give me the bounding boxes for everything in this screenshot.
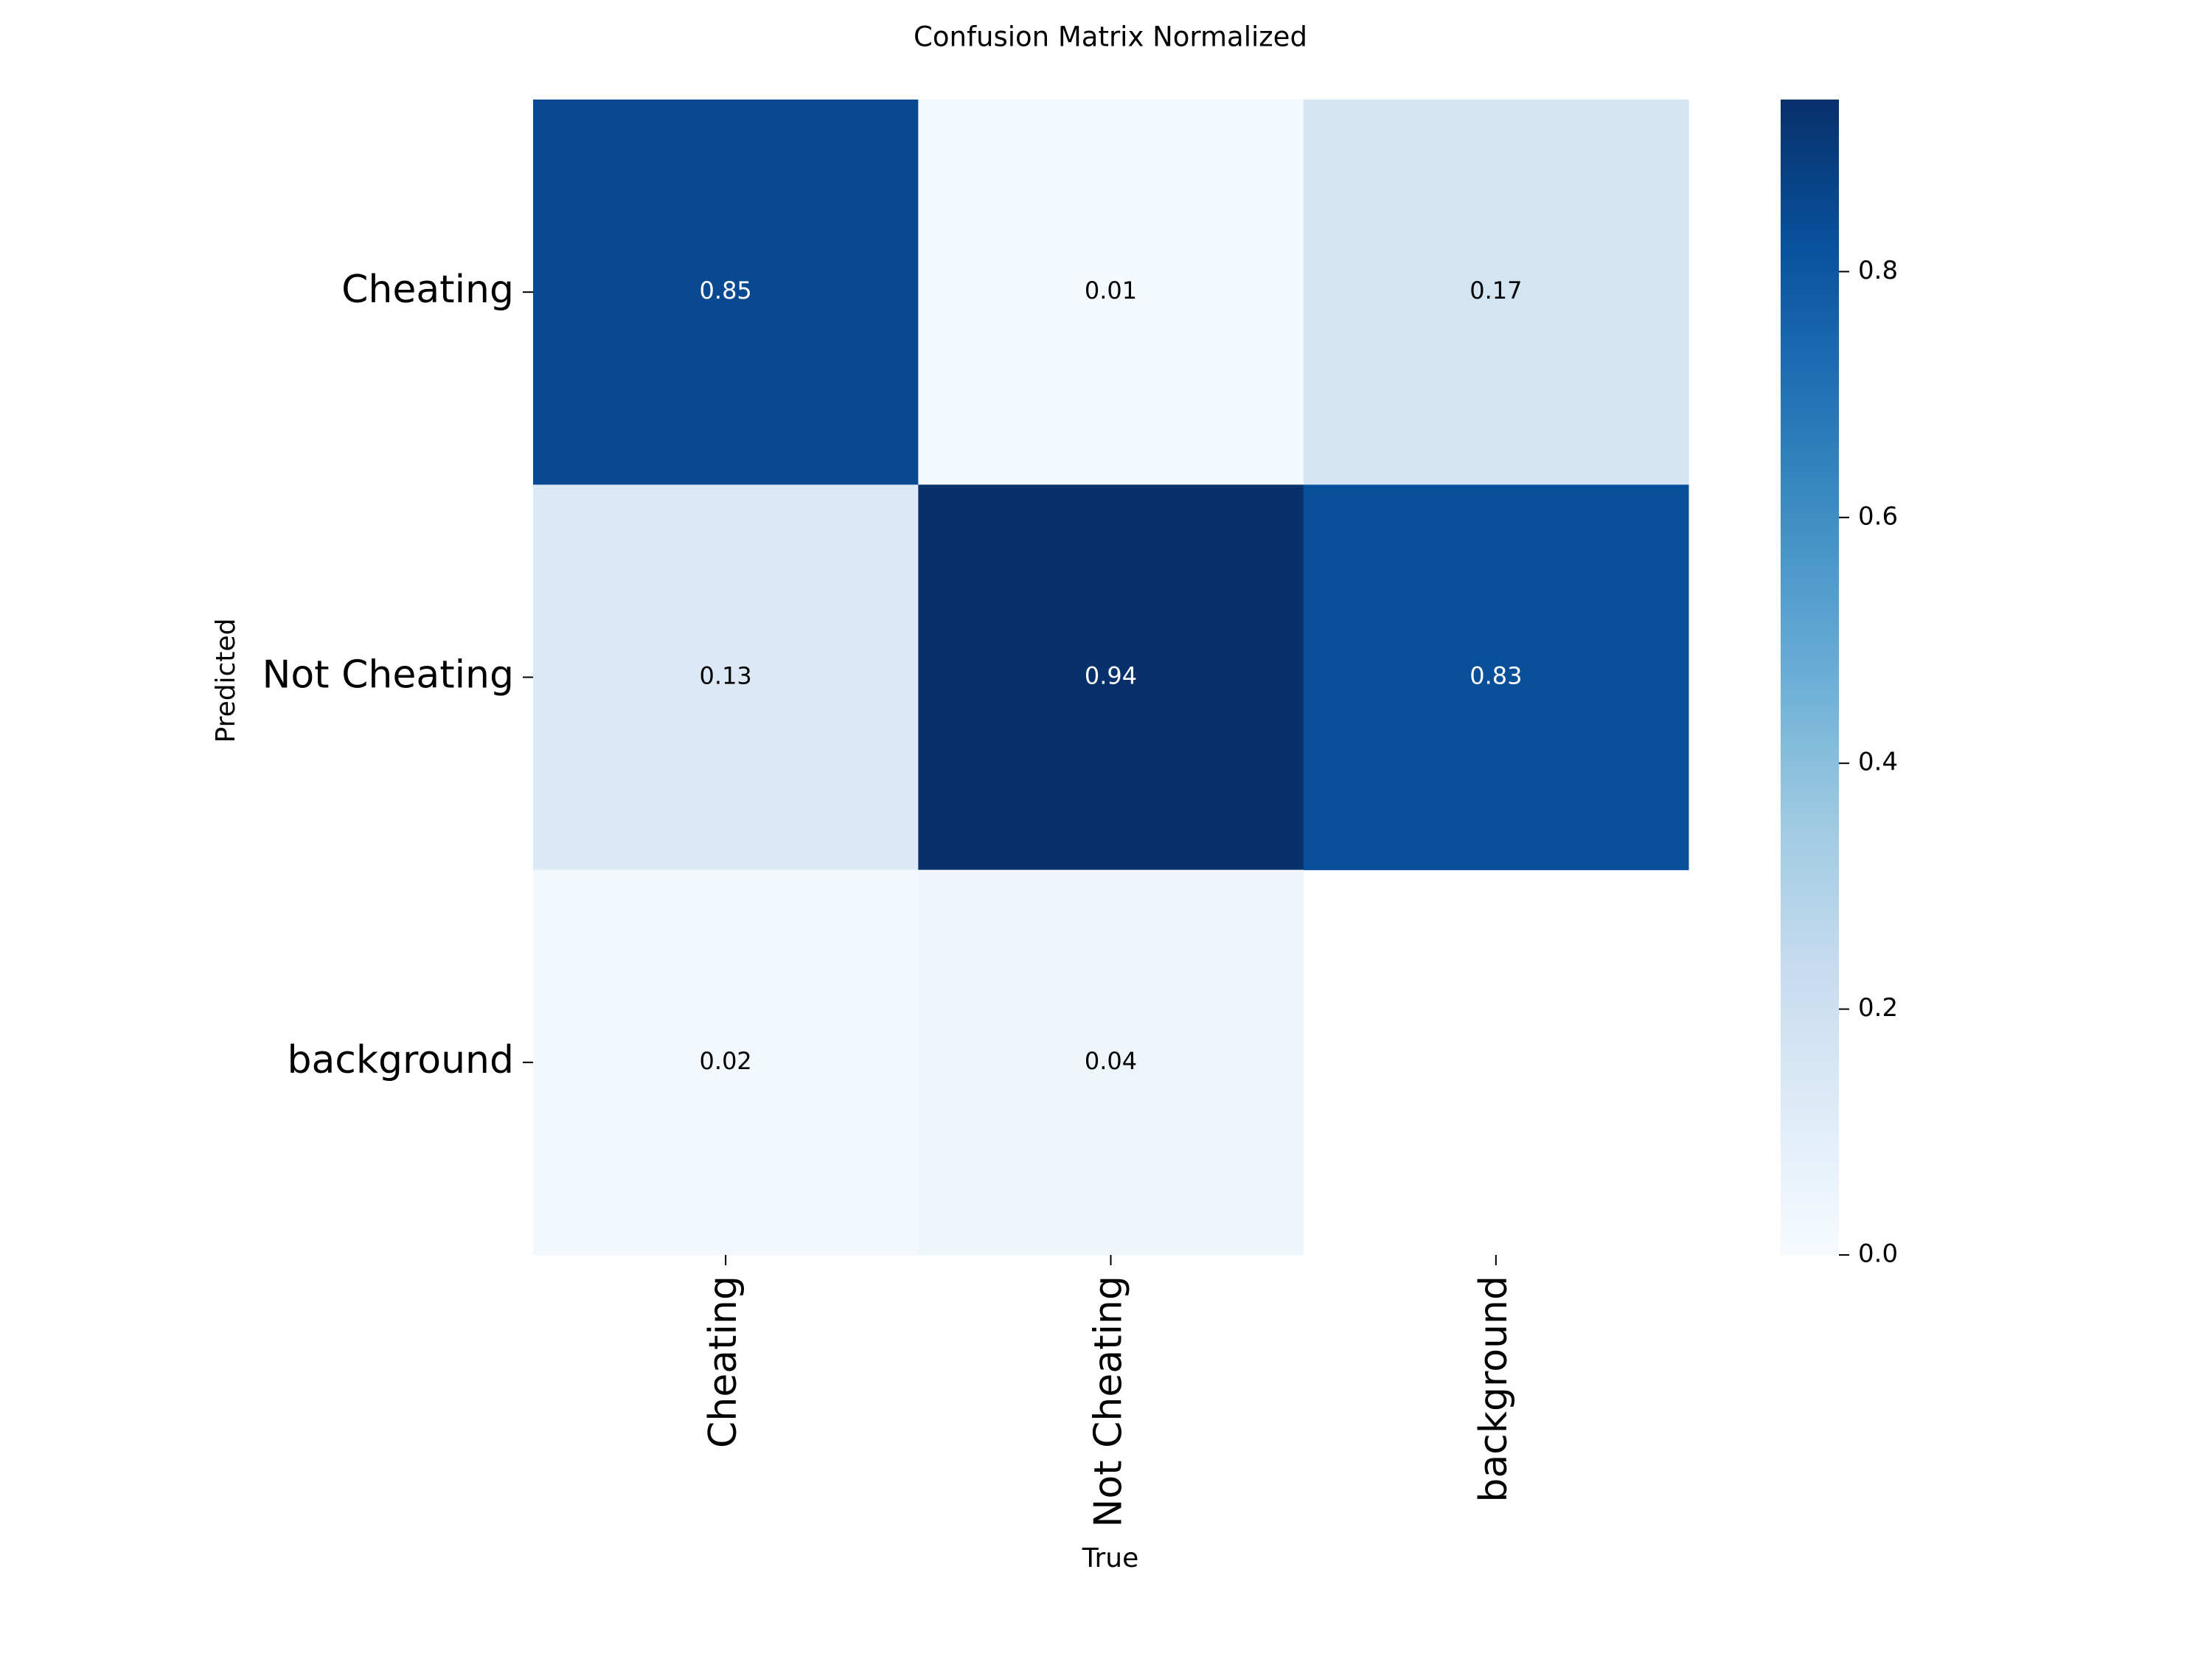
- y-axis-label: Predicted: [211, 619, 241, 743]
- cell-label: 0.83: [1470, 662, 1522, 690]
- heatmap-cell: [533, 484, 919, 871]
- colorbar: [1781, 100, 1839, 1255]
- heatmap-cell: [918, 100, 1304, 485]
- cell-label: 0.01: [1085, 276, 1137, 305]
- cell-label: 0.94: [1085, 662, 1137, 690]
- x-tick-label: background: [1472, 1276, 1516, 1503]
- heatmap-cell: [918, 869, 1304, 1256]
- colorbar-tick-label: 0.4: [1858, 748, 1898, 777]
- colorbar-tick-label: 0.6: [1858, 501, 1898, 531]
- colorbar-tick-label: 0.2: [1858, 993, 1898, 1023]
- cell-label: 0.13: [700, 662, 752, 690]
- cell-label: 0.85: [700, 276, 752, 305]
- heatmap-cell: [1303, 100, 1689, 485]
- y-tick-label: background: [287, 1038, 514, 1082]
- cell-label: 0.04: [1085, 1047, 1137, 1075]
- x-tick-label: Not Cheating: [1087, 1276, 1131, 1528]
- heatmap-cell: [533, 869, 919, 1256]
- x-tick-label: Cheating: [701, 1276, 745, 1448]
- heatmap-cell: [533, 100, 919, 485]
- chart-title: Confusion Matrix Normalized: [914, 21, 1307, 53]
- colorbar-tick-label: 0.0: [1858, 1239, 1898, 1269]
- cell-label: 0.02: [700, 1047, 752, 1075]
- x-axis-label: True: [1082, 1543, 1138, 1573]
- y-tick-label: Cheating: [341, 268, 514, 312]
- heatmap-cell: [1303, 484, 1689, 871]
- y-tick-label: Not Cheating: [262, 653, 514, 698]
- colorbar-tick-label: 0.8: [1858, 256, 1898, 285]
- heatmap-cell: [918, 484, 1304, 871]
- cell-label: 0.17: [1470, 276, 1522, 305]
